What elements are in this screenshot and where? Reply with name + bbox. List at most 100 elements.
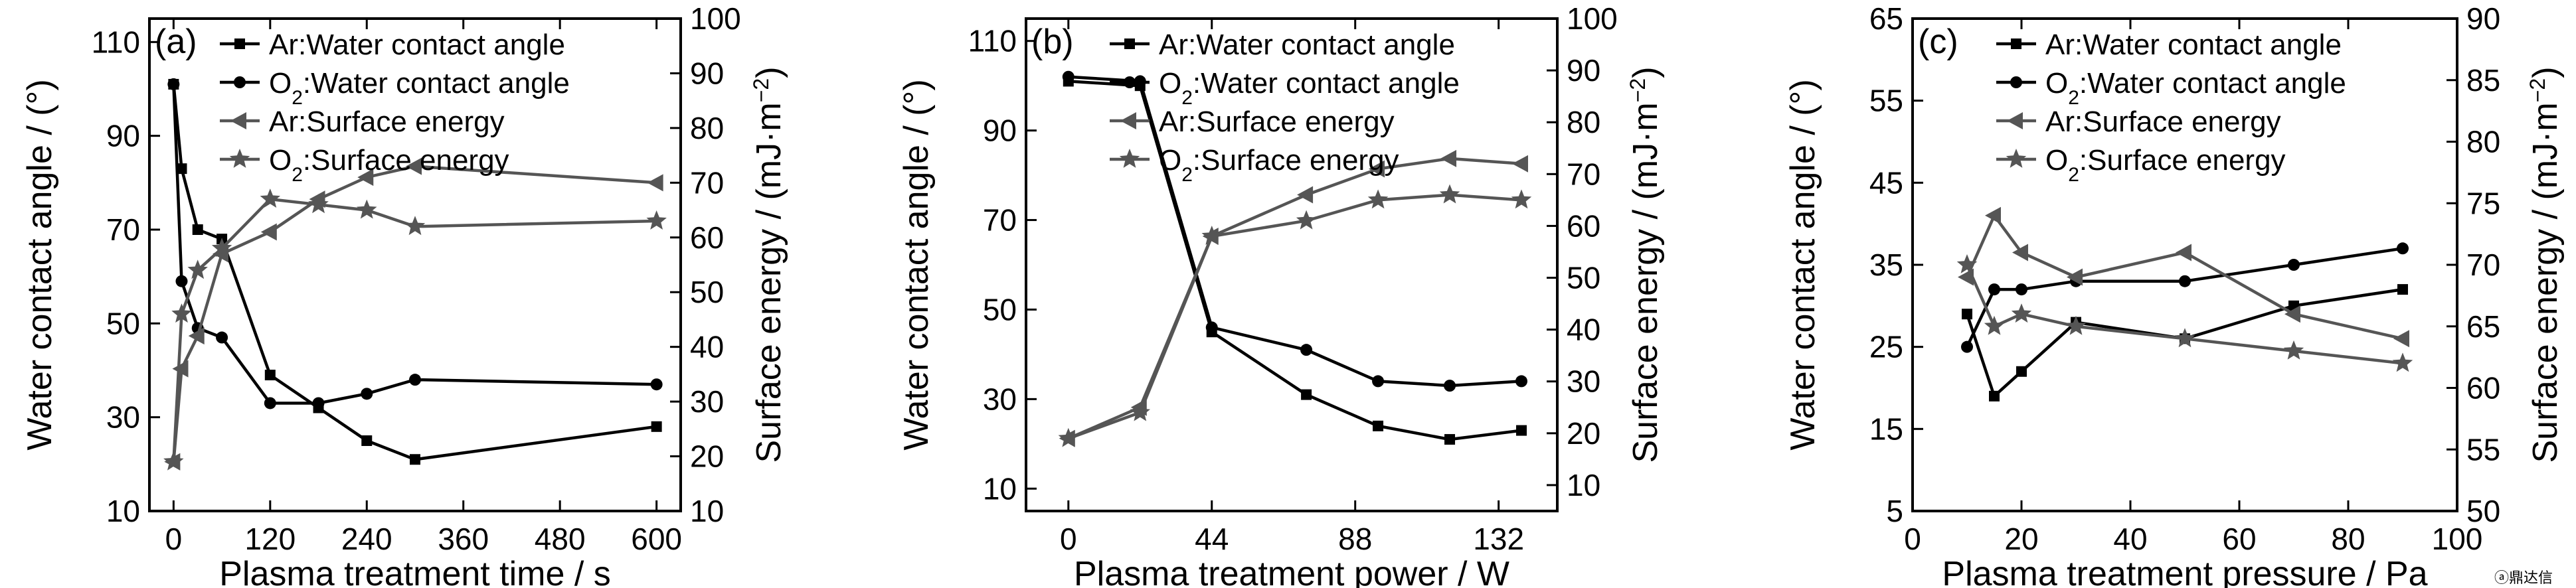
data-point-3-5 — [1439, 184, 1460, 204]
legend-marker-triangle-left — [2007, 112, 2023, 129]
data-point-3-2 — [2011, 303, 2032, 323]
data-point-0-6 — [2397, 284, 2408, 295]
legend-entry-label: Ar:Surface energy — [2045, 106, 2281, 138]
data-point-3-2 — [187, 259, 208, 279]
data-point-2-2 — [188, 327, 205, 345]
data-point-1-4 — [264, 397, 276, 409]
x-tick-label: 480 — [535, 522, 586, 556]
y-left-tick-label: 45 — [1869, 165, 1903, 200]
x-tick-label: 40 — [2113, 522, 2147, 556]
legend-marker-square — [2011, 38, 2021, 49]
legend-entry-label: O2:Water contact angle — [1159, 67, 1460, 109]
data-point-1-8 — [650, 378, 663, 391]
x-tick-label: 100 — [2432, 522, 2483, 556]
y-right-axis-title: Surface energy / (mJ·m−2) — [2526, 66, 2565, 463]
data-point-1-6 — [361, 388, 373, 400]
y-left-tick-label: 55 — [1869, 84, 1903, 118]
data-point-2-5 — [2284, 305, 2300, 323]
plot-frame — [148, 17, 682, 512]
data-point-3-1 — [171, 303, 192, 323]
y-right-tick-label: 80 — [1567, 105, 1600, 139]
y-right-axis-title: Surface energy / (mJ·m−2) — [749, 66, 788, 463]
data-point-3-4 — [1367, 189, 1389, 209]
y-right-tick-label: 20 — [1567, 416, 1600, 451]
data-point-3-2 — [1201, 226, 1222, 245]
y-left-tick-label: 110 — [92, 25, 140, 59]
series-line-3 — [172, 197, 657, 462]
y-right-tick-label: 50 — [1567, 261, 1600, 295]
x-tick-label: 120 — [244, 522, 296, 556]
data-point-3-1 — [1984, 315, 2005, 335]
legend: Ar:Water contact angle O2:Water contact a… — [1996, 29, 2346, 186]
y-left-tick-label: 90 — [106, 119, 140, 153]
legend-marker-square — [1124, 38, 1135, 49]
legend-entry-label: O2:Surface energy — [1159, 144, 1399, 186]
y-right-tick-label: 70 — [690, 165, 724, 200]
data-point-2-1 — [1985, 206, 2001, 224]
data-point-0-4 — [1373, 420, 1384, 431]
x-tick-label: 80 — [2331, 522, 2365, 556]
y-left-tick-label: 10 — [106, 494, 140, 528]
y-right-tick-label: 100 — [1567, 1, 1618, 36]
data-point-1-6 — [2397, 242, 2409, 255]
y-left-tick-label: 30 — [983, 382, 1017, 416]
data-point-3-5 — [308, 194, 329, 214]
x-tick-label: 0 — [1904, 522, 1921, 556]
x-tick-label: 0 — [165, 522, 183, 556]
x-tick-label: 60 — [2222, 522, 2256, 556]
x-axis-title: Plasma treatment time / s — [219, 555, 611, 588]
watermark-logo: ⓐ鼎达信 — [2494, 569, 2553, 586]
data-point-2-4 — [1369, 160, 1385, 178]
data-point-2-6 — [1512, 155, 1529, 173]
y-right-tick-label: 80 — [690, 111, 724, 145]
y-left-tick-label: 50 — [983, 292, 1017, 327]
y-right-tick-label: 30 — [690, 384, 724, 419]
legend-entry-label: Ar:Water contact angle — [269, 29, 565, 61]
legend-entry-label: Ar:Surface energy — [1159, 106, 1395, 138]
data-point-1-2 — [2016, 283, 2027, 296]
series-line-3 — [1068, 193, 1522, 440]
chart-panel-a: 0 120 240 360 480 600103050709011010203040506… — [21, 1, 788, 588]
data-point-2-5 — [1440, 149, 1457, 167]
data-point-2-7 — [406, 157, 422, 175]
data-point-3-7 — [404, 216, 426, 236]
x-tick-label: 132 — [1473, 522, 1524, 556]
data-point-2-2 — [2012, 244, 2028, 261]
y-right-axis-title: Surface energy / (mJ·m−2) — [1626, 66, 1665, 463]
data-point-3-1 — [1130, 402, 1150, 421]
y-right-tick-label: 60 — [690, 220, 724, 255]
data-point-3-4 — [2174, 328, 2195, 348]
y-left-tick-label: 90 — [983, 113, 1017, 148]
data-point-3-3 — [2065, 315, 2087, 335]
data-point-1-5 — [1444, 380, 1456, 392]
y-right-tick-label: 80 — [2466, 125, 2500, 159]
y-right-tick-label: 40 — [1567, 313, 1600, 347]
y-right-tick-label: 65 — [2466, 309, 2500, 344]
data-point-2-4 — [260, 223, 277, 241]
data-point-3-3 — [1296, 210, 1317, 230]
y-left-axis-title: Water contact angle / (°) — [1784, 79, 1822, 450]
legend-marker-star — [229, 149, 250, 168]
y-left-tick-label: 65 — [1869, 1, 1903, 36]
legend-marker-triangle-left — [230, 112, 246, 129]
x-tick-label: 360 — [438, 522, 489, 556]
legend-entry-label: O2:Surface energy — [2045, 144, 2286, 186]
data-point-0-6 — [1516, 425, 1527, 436]
y-left-tick-label: 110 — [968, 24, 1017, 58]
y-left-tick-label: 15 — [1869, 411, 1903, 446]
y-right-tick-label: 55 — [2466, 432, 2500, 467]
y-left-tick-label: 5 — [1886, 494, 1903, 528]
data-point-3-4 — [260, 188, 280, 208]
legend-entry-label: O2:Water contact angle — [269, 67, 570, 109]
data-point-1-2 — [1205, 321, 1218, 334]
legend-marker-star — [2006, 149, 2027, 168]
y-left-tick-label: 35 — [1869, 248, 1903, 282]
data-point-0-5 — [1444, 434, 1456, 445]
y-right-tick-label: 60 — [2466, 371, 2500, 405]
panel-label: (a) — [155, 23, 197, 61]
x-tick-label: 600 — [631, 522, 682, 556]
data-point-1-0 — [1062, 70, 1074, 83]
data-point-2-3 — [1297, 186, 1314, 204]
legend: Ar:Water contact angle O2:Water contact a… — [220, 29, 570, 186]
y-right-tick-label: 50 — [2466, 494, 2500, 528]
